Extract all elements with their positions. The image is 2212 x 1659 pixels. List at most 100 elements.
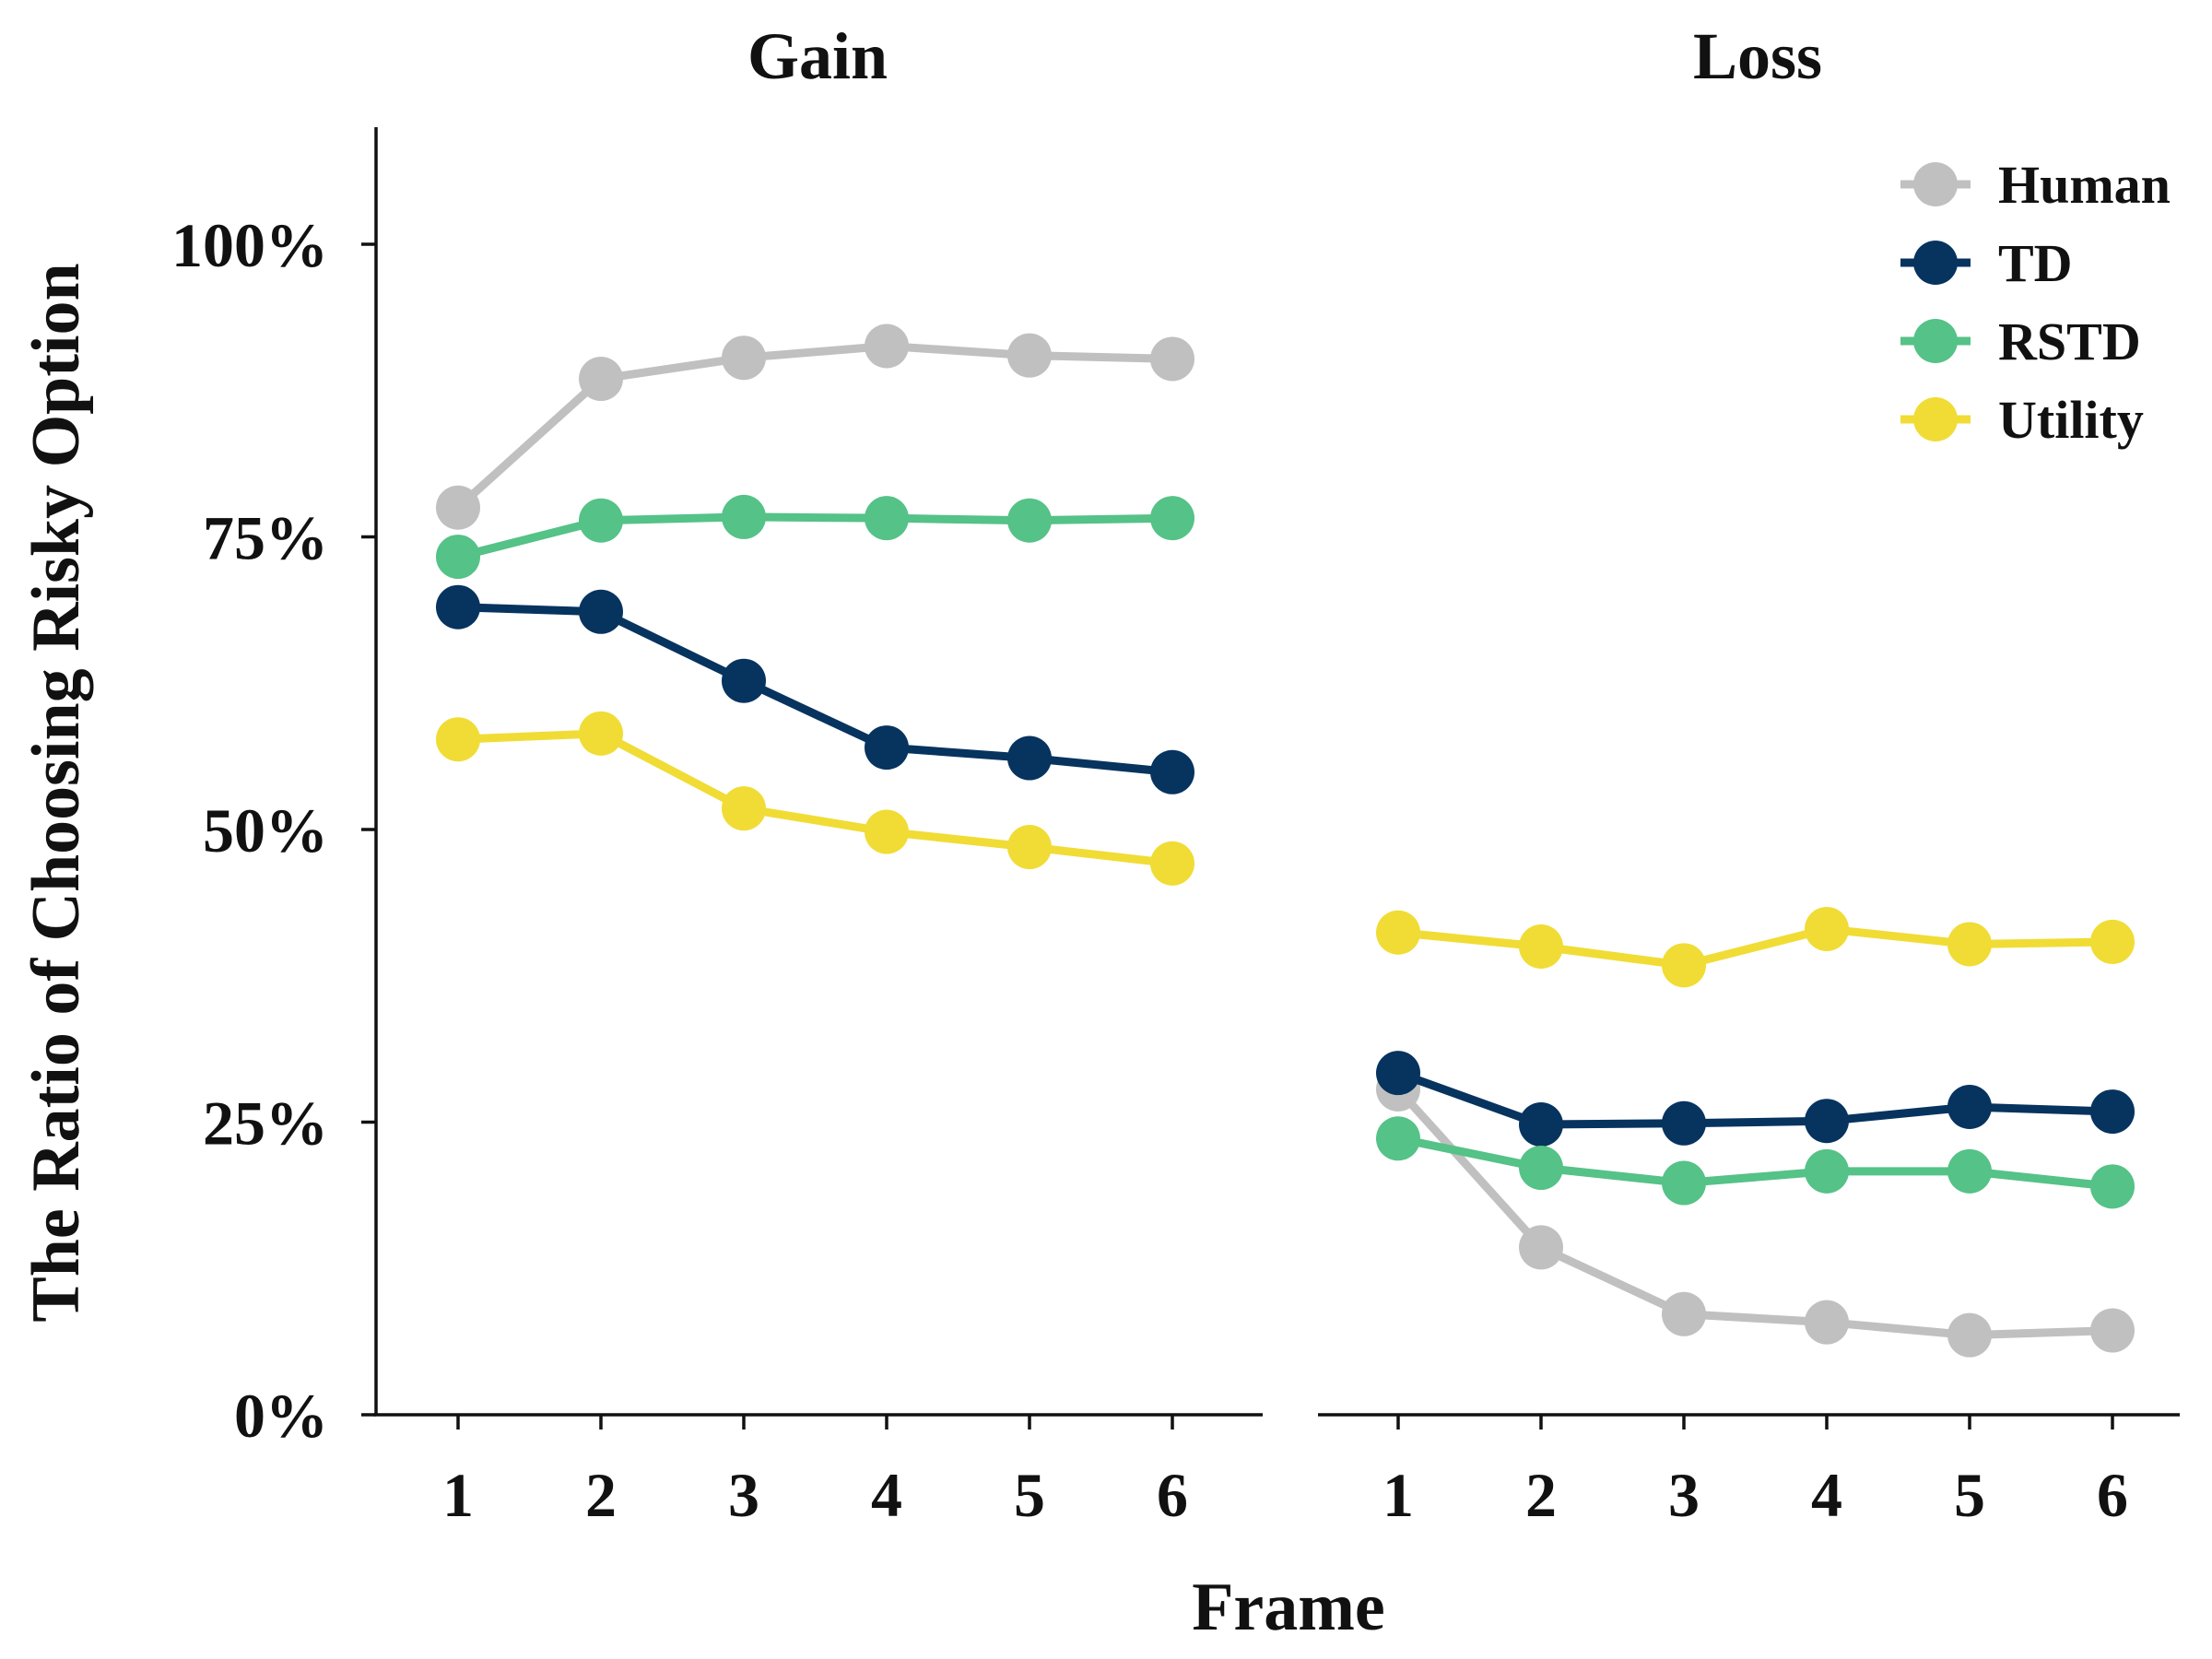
- data-point: [579, 711, 623, 756]
- y-tick-label: 100%: [171, 210, 328, 280]
- y-tick-label: 75%: [203, 503, 328, 573]
- legend-marker: [1913, 162, 1958, 206]
- data-point: [436, 535, 480, 580]
- x-tick-label: 3: [1668, 1460, 1700, 1530]
- panel-title: Gain: [747, 19, 888, 93]
- data-point: [1947, 1148, 1992, 1194]
- data-point: [1805, 1148, 1849, 1194]
- data-point: [579, 498, 623, 543]
- x-tick-label: 5: [1954, 1460, 1985, 1530]
- data-point: [436, 584, 480, 629]
- series-gain-td: [436, 584, 1194, 794]
- y-tick-label: 25%: [203, 1088, 328, 1159]
- x-tick-label: 1: [442, 1460, 474, 1530]
- data-point: [865, 496, 909, 541]
- data-point: [1805, 1300, 1849, 1345]
- series-line: [1394, 1085, 2117, 1340]
- data-point: [1947, 922, 1992, 967]
- data-point: [1519, 1225, 1563, 1270]
- y-tick-label: 50%: [203, 795, 328, 865]
- data-point: [1662, 943, 1706, 988]
- data-point: [1376, 1051, 1420, 1096]
- series-line: [1394, 924, 2117, 970]
- panel-loss-axes: Loss 1 2 3 4 5 6: [1318, 19, 2180, 1530]
- series-loss-human: [1376, 1066, 2135, 1358]
- x-tick-label: 2: [1525, 1460, 1557, 1530]
- data-point: [1947, 1312, 1992, 1358]
- data-point: [1150, 841, 1194, 886]
- data-point: [1007, 498, 1052, 543]
- data-point: [436, 485, 480, 530]
- data-point: [2090, 919, 2135, 964]
- series-layer: [436, 324, 2135, 1358]
- x-tick-label: 3: [728, 1460, 759, 1530]
- data-point: [436, 717, 480, 762]
- series-line: [1394, 1068, 2117, 1129]
- x-tick-label: 2: [585, 1460, 617, 1530]
- data-point: [1150, 496, 1194, 541]
- data-point: [1662, 1291, 1706, 1336]
- data-point: [722, 658, 766, 703]
- data-point: [1376, 1116, 1420, 1161]
- series-line: [453, 729, 1177, 868]
- data-point: [1150, 336, 1194, 382]
- series-line: [453, 341, 1177, 512]
- data-point: [1519, 1146, 1563, 1191]
- panel-gain-axes: Gain 1 2 3 4 5 6: [373, 19, 1263, 1530]
- data-point: [579, 357, 623, 402]
- data-point: [1519, 924, 1563, 969]
- x-tick-label: 6: [1157, 1460, 1188, 1530]
- data-point: [2090, 1164, 2135, 1209]
- legend-marker: [1913, 397, 1958, 441]
- series-line: [1394, 1134, 2117, 1191]
- series-line: [453, 512, 1177, 561]
- legend-item-rstd: RSTD: [1900, 312, 2141, 371]
- data-point: [579, 589, 623, 634]
- x-tick-label: 4: [1811, 1460, 1842, 1530]
- series-gain-rstd: [436, 494, 1194, 580]
- data-point: [2090, 1089, 2135, 1135]
- data-point: [1805, 1099, 1849, 1144]
- y-tick-label: 0%: [234, 1381, 328, 1451]
- data-point: [1007, 735, 1052, 781]
- x-axis-title: Frame: [1192, 1570, 1385, 1645]
- data-point: [722, 786, 766, 831]
- series-loss-utility: [1376, 906, 2135, 988]
- data-point: [1007, 333, 1052, 378]
- series-gain-human: [436, 324, 1194, 530]
- x-tick-label: 4: [871, 1460, 902, 1530]
- data-point: [1376, 910, 1420, 955]
- data-point: [722, 335, 766, 381]
- legend-label: TD: [1998, 233, 2073, 293]
- legend: Human TD RSTD Utility: [1900, 155, 2171, 450]
- x-tick-label: 1: [1382, 1460, 1414, 1530]
- series-line: [453, 603, 1177, 777]
- legend-marker: [1913, 319, 1958, 363]
- legend-label: Utility: [1998, 390, 2144, 450]
- panel-title: Loss: [1693, 19, 1822, 93]
- legend-label: Human: [1998, 155, 2171, 215]
- legend-item-human: Human: [1900, 155, 2171, 215]
- data-point: [1662, 1160, 1706, 1206]
- legend-item-utility: Utility: [1900, 390, 2144, 450]
- series-loss-rstd: [1376, 1116, 2135, 1209]
- x-tick-label: 6: [2097, 1460, 2128, 1530]
- data-point: [1007, 825, 1052, 870]
- data-point: [865, 809, 909, 854]
- data-point: [1947, 1084, 1992, 1129]
- legend-item-td: TD: [1900, 233, 2073, 293]
- data-point: [1805, 906, 1849, 951]
- series-loss-td: [1376, 1051, 2135, 1147]
- data-point: [865, 725, 909, 771]
- y-axis-title: The Ratio of Choosing Risky Option: [18, 263, 94, 1322]
- data-point: [865, 324, 909, 369]
- data-point: [722, 494, 766, 539]
- data-point: [1662, 1100, 1706, 1146]
- x-tick-label: 5: [1014, 1460, 1045, 1530]
- legend-label: RSTD: [1998, 312, 2141, 371]
- data-point: [1519, 1102, 1563, 1147]
- legend-marker: [1913, 241, 1958, 285]
- axes-layer: 0% 25% 50% 75% 100% Gain 1 2 3 4 5 6 Loss 1 2 3 4 5 6: [171, 19, 2180, 1530]
- series-gain-utility: [436, 711, 1194, 886]
